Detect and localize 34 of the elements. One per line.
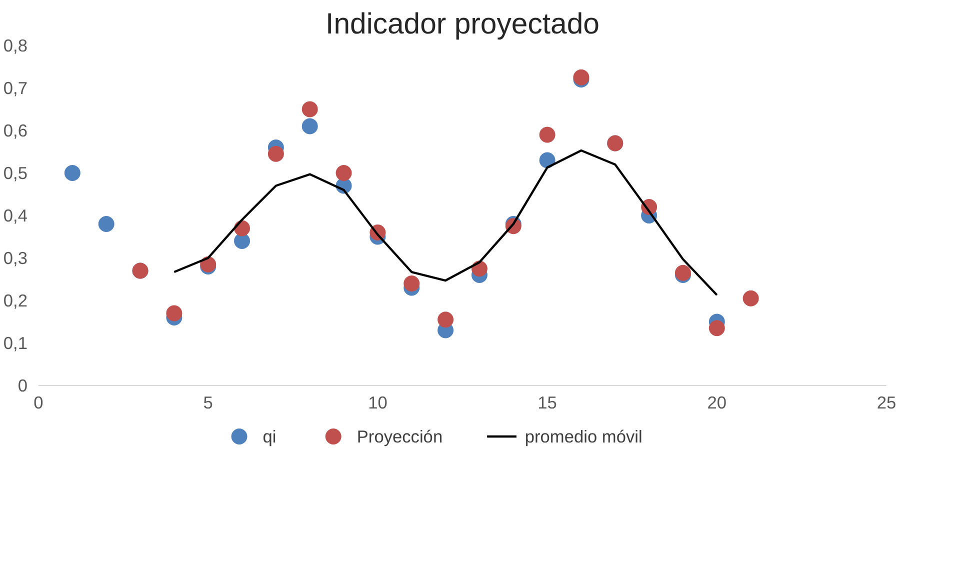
y-tick-label: 0 [18,376,28,396]
legend-label: qi [262,426,276,446]
x-tick-label: 20 [707,392,727,412]
point [539,126,556,143]
y-tick-label: 0,5 [3,163,28,183]
point [268,146,284,162]
point [234,233,250,249]
legend-label: Proyección [356,426,443,446]
point [742,290,759,306]
point [98,216,114,232]
point [404,276,420,292]
point [438,312,454,328]
y-tick-label: 0,4 [3,206,28,226]
x-tick-label: 10 [368,392,388,412]
point [166,305,182,322]
y-tick-label: 0,7 [3,78,28,98]
point [708,320,725,336]
point [539,152,556,168]
point [302,118,318,134]
y-tick-label: 0,8 [3,36,28,56]
x-tick-label: 15 [538,392,557,412]
y-tick-label: 0,6 [3,120,28,140]
line-series [173,149,718,296]
chart-title: Indicador proyectado [326,8,600,40]
x-tick-label: 0 [34,392,44,412]
y-tick-label: 0,1 [3,333,28,353]
y-tick-label: 0,2 [3,290,28,310]
point [302,101,318,118]
legend-label: promedio móvil [524,426,642,446]
y-tick-label: 0,3 [3,248,28,268]
x-tick-label: 25 [876,392,896,412]
x-tick-label: 5 [203,392,213,412]
point [64,165,80,181]
point [336,165,352,181]
